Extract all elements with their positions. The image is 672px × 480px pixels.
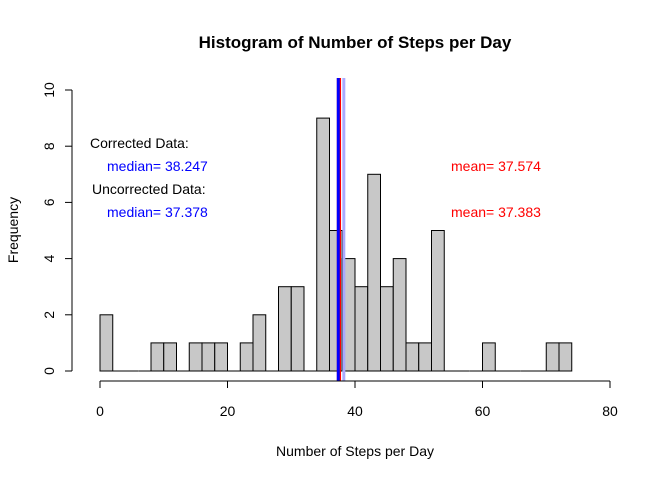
- histogram-bar: [405, 342, 420, 372]
- y-axis-label: Frequency: [5, 197, 21, 263]
- histogram-bar: [214, 342, 228, 372]
- histogram-bar: [278, 286, 292, 372]
- uncorrected-mean-label: mean= 37.383: [451, 204, 541, 220]
- corrected-mean-label: mean= 37.574: [451, 158, 541, 174]
- y-ticks-group: 0 2 4 6 8 10: [41, 82, 72, 375]
- x-tick-label: 80: [602, 403, 618, 419]
- y-tick-label: 10: [41, 82, 57, 98]
- y-axis: 0 2 4 6 8 10: [41, 82, 73, 375]
- x-tick-label: 40: [347, 403, 363, 419]
- histogram-bar: [239, 342, 254, 372]
- reference-lines-group: [336, 78, 346, 381]
- x-tick-label: 20: [220, 403, 236, 419]
- uncorrected-data-label: Uncorrected Data:: [92, 181, 206, 197]
- chart-title: Histogram of Number of Steps per Day: [199, 33, 512, 52]
- histogram-bar: [150, 342, 165, 372]
- histogram-bar: [316, 117, 330, 372]
- histogram-bar: [252, 314, 267, 372]
- histogram-bar: [380, 286, 394, 372]
- histogram-bar: [354, 286, 369, 372]
- y-tick-label: 4: [41, 254, 57, 262]
- histogram-bar: [558, 342, 573, 372]
- annotations: Corrected Data: median= 38.247 Uncorrect…: [90, 135, 541, 220]
- histogram-bar: [545, 342, 560, 372]
- histogram-bar: [431, 230, 445, 372]
- histogram-bar: [392, 258, 407, 372]
- corrected-median-label: median= 38.247: [107, 158, 208, 174]
- uncorrected-median-label: median= 37.378: [107, 204, 208, 220]
- y-tick-label: 0: [41, 367, 57, 375]
- histogram-bar: [201, 342, 216, 372]
- histogram-bar: [482, 342, 496, 372]
- y-tick-label: 8: [41, 142, 57, 150]
- corrected-data-label: Corrected Data:: [90, 135, 189, 151]
- y-tick-label: 6: [41, 198, 57, 206]
- histogram-bar: [290, 286, 305, 372]
- histogram-bar: [367, 173, 381, 372]
- histogram-bar: [418, 342, 432, 372]
- histogram-bar: [163, 342, 177, 372]
- x-axis-label: Number of Steps per Day: [276, 443, 434, 459]
- x-ticks-group: 0 20 40 60 80: [96, 381, 618, 419]
- x-tick-label: 0: [96, 403, 104, 419]
- x-tick-label: 60: [475, 403, 491, 419]
- histogram-bar: [188, 342, 203, 372]
- bars-group: [99, 117, 573, 372]
- histogram-bar: [99, 314, 114, 372]
- x-axis: 0 20 40 60 80: [96, 380, 618, 419]
- y-tick-label: 2: [41, 311, 57, 319]
